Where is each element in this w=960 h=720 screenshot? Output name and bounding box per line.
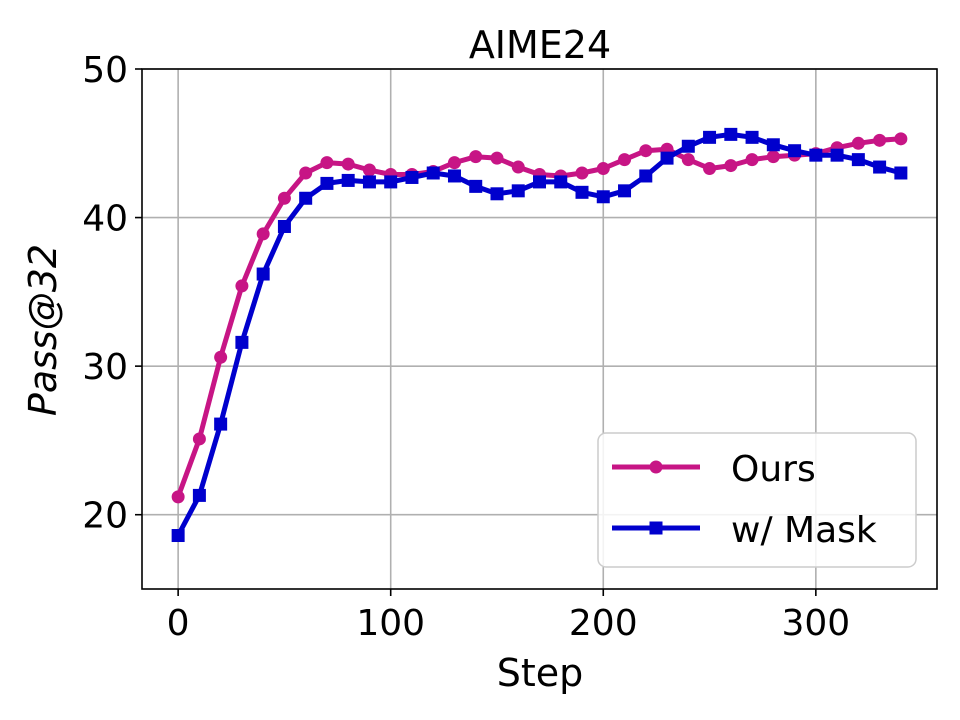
square-marker-icon: [277, 219, 291, 233]
y-tick-label: 20: [82, 496, 128, 537]
circle-marker-icon: [618, 153, 632, 167]
circle-marker-icon: [469, 150, 483, 164]
circle-marker-icon: [639, 144, 653, 158]
square-marker-icon: [639, 169, 653, 183]
y-tick-label: 40: [82, 199, 128, 240]
square-marker-icon: [511, 184, 525, 198]
square-marker-icon: [405, 170, 419, 184]
x-tick-label: 0: [167, 603, 190, 644]
circle-marker-icon: [851, 136, 865, 150]
circle-marker-icon: [894, 132, 908, 146]
circle-marker-icon: [745, 153, 759, 167]
circle-marker-icon: [681, 153, 695, 167]
axis-ticks: 0 100 200 300 20 30 40 50: [82, 50, 850, 644]
y-tick-label: 50: [82, 50, 128, 91]
square-marker-icon: [447, 169, 461, 183]
circle-marker-icon: [766, 150, 780, 164]
circle-marker-icon: [490, 151, 504, 165]
square-marker-icon: [192, 488, 206, 502]
square-marker-icon: [575, 185, 589, 199]
legend: Ours w/ Mask: [597, 432, 917, 568]
square-marker-icon: [788, 144, 802, 158]
circle-marker-icon: [277, 191, 291, 205]
circle-marker-icon: [873, 133, 887, 147]
square-marker-icon: [469, 179, 483, 193]
circle-marker-icon: [171, 490, 185, 504]
x-tick-label: 300: [781, 603, 850, 644]
circle-marker-icon: [192, 432, 206, 446]
circle-marker-icon: [649, 460, 663, 474]
circle-marker-icon: [235, 279, 249, 293]
legend-item-mask: w/ Mask: [612, 510, 877, 551]
square-marker-icon: [724, 127, 738, 141]
square-marker-icon: [649, 521, 663, 535]
legend-label-mask: w/ Mask: [731, 510, 877, 551]
circle-marker-icon: [256, 227, 270, 241]
legend-label-ours: Ours: [731, 449, 816, 490]
square-marker-icon: [362, 175, 376, 189]
square-marker-icon: [851, 153, 865, 167]
circle-marker-icon: [320, 156, 334, 170]
square-marker-icon: [341, 173, 355, 187]
circle-marker-icon: [703, 162, 717, 176]
square-marker-icon: [320, 176, 334, 190]
square-marker-icon: [703, 130, 717, 144]
circle-marker-icon: [511, 160, 525, 174]
circle-marker-icon: [341, 157, 355, 171]
square-marker-icon: [235, 335, 249, 349]
circle-marker-icon: [447, 156, 461, 170]
square-marker-icon: [384, 175, 398, 189]
square-marker-icon: [660, 151, 674, 165]
chart-title: AIME24: [469, 23, 611, 67]
square-marker-icon: [894, 166, 908, 180]
square-marker-icon: [809, 148, 823, 162]
circle-marker-icon: [299, 166, 313, 180]
y-axis-label: Pass@32: [21, 244, 65, 416]
square-marker-icon: [554, 175, 568, 189]
circle-marker-icon: [596, 162, 610, 176]
plot-frame: [141, 68, 938, 590]
series-ours: [171, 132, 908, 504]
circle-marker-icon: [575, 166, 589, 180]
circle-marker-icon: [724, 159, 738, 173]
square-marker-icon: [596, 190, 610, 204]
square-marker-icon: [299, 191, 313, 205]
circle-marker-icon: [214, 350, 228, 364]
x-tick-label: 100: [356, 603, 425, 644]
square-marker-icon: [766, 138, 780, 152]
x-axis-label: Step: [497, 651, 584, 695]
series-mask: [171, 127, 908, 543]
data-series: [171, 127, 908, 543]
square-marker-icon: [490, 187, 504, 201]
square-marker-icon: [171, 529, 185, 543]
square-marker-icon: [256, 267, 270, 281]
square-marker-icon: [873, 160, 887, 174]
square-marker-icon: [214, 417, 228, 431]
square-marker-icon: [618, 184, 632, 198]
y-tick-label: 30: [82, 347, 128, 388]
x-tick-label: 200: [569, 603, 638, 644]
circle-marker-icon: [362, 163, 376, 177]
legend-item-ours: Ours: [612, 449, 816, 490]
square-marker-icon: [533, 175, 546, 189]
square-marker-icon: [681, 139, 695, 153]
square-marker-icon: [426, 166, 440, 180]
square-marker-icon: [745, 130, 759, 144]
square-marker-icon: [830, 148, 844, 162]
